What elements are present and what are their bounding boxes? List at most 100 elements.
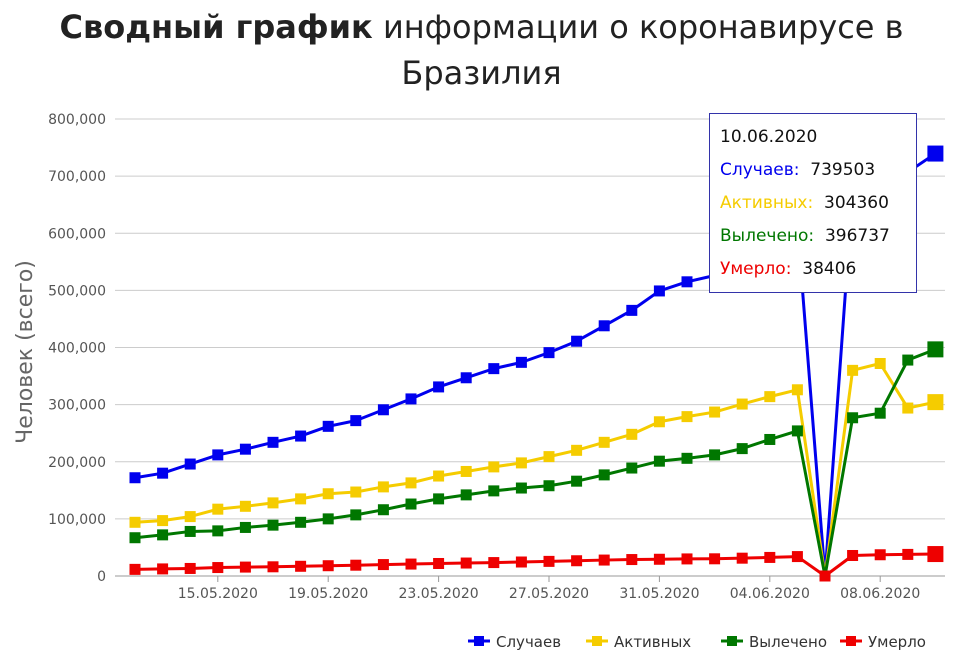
data-point[interactable]: [626, 304, 638, 316]
data-point[interactable]: [129, 516, 141, 528]
data-point[interactable]: [405, 558, 417, 570]
data-point[interactable]: [295, 430, 307, 442]
data-point[interactable]: [295, 493, 307, 505]
data-point[interactable]: [598, 436, 610, 448]
data-point[interactable]: [764, 433, 776, 445]
data-point[interactable]: [736, 443, 748, 455]
data-point[interactable]: [653, 455, 665, 467]
data-point[interactable]: [488, 485, 500, 497]
data-point[interactable]: [736, 398, 748, 410]
data-point[interactable]: [543, 555, 555, 567]
data-point[interactable]: [239, 443, 251, 455]
data-point[interactable]: [350, 415, 362, 427]
data-point[interactable]: [350, 559, 362, 571]
data-point[interactable]: [212, 449, 224, 461]
data-point[interactable]: [681, 452, 693, 464]
data-point[interactable]: [543, 347, 555, 359]
data-point[interactable]: [626, 462, 638, 474]
data-point[interactable]: [433, 493, 445, 505]
data-point[interactable]: [322, 560, 334, 572]
data-point[interactable]: [847, 412, 859, 424]
data-point[interactable]: [184, 562, 196, 574]
data-point[interactable]: [129, 472, 141, 484]
data-point[interactable]: [681, 276, 693, 288]
data-point[interactable]: [571, 335, 583, 347]
data-point[interactable]: [184, 458, 196, 470]
data-point[interactable]: [653, 553, 665, 565]
data-point[interactable]: [433, 470, 445, 482]
data-point[interactable]: [322, 420, 334, 432]
legend-item[interactable]: Случаев: [468, 633, 561, 651]
data-point[interactable]: [927, 546, 944, 563]
data-point[interactable]: [129, 532, 141, 544]
data-point[interactable]: [736, 552, 748, 564]
data-point[interactable]: [350, 486, 362, 498]
data-point[interactable]: [377, 559, 389, 571]
data-point[interactable]: [571, 555, 583, 567]
data-point[interactable]: [377, 404, 389, 416]
data-point[interactable]: [626, 554, 638, 566]
data-point[interactable]: [515, 457, 527, 469]
data-point[interactable]: [157, 529, 169, 541]
data-point[interactable]: [212, 525, 224, 537]
data-point[interactable]: [267, 497, 279, 509]
data-point[interactable]: [350, 509, 362, 521]
data-point[interactable]: [157, 515, 169, 527]
data-point[interactable]: [709, 553, 721, 565]
data-point[interactable]: [157, 563, 169, 575]
data-point[interactable]: [902, 402, 914, 414]
data-point[interactable]: [709, 449, 721, 461]
data-point[interactable]: [847, 549, 859, 561]
data-point[interactable]: [927, 394, 944, 411]
legend-item[interactable]: Активных: [586, 633, 691, 651]
data-point[interactable]: [322, 488, 334, 500]
data-point[interactable]: [433, 381, 445, 393]
data-point[interactable]: [626, 428, 638, 440]
data-point[interactable]: [405, 498, 417, 510]
data-point[interactable]: [598, 554, 610, 566]
data-point[interactable]: [571, 444, 583, 456]
data-point[interactable]: [405, 393, 417, 405]
data-point[interactable]: [543, 480, 555, 492]
data-point[interactable]: [515, 556, 527, 568]
data-point[interactable]: [791, 425, 803, 437]
data-point[interactable]: [433, 557, 445, 569]
data-point[interactable]: [184, 511, 196, 523]
data-point[interactable]: [653, 285, 665, 297]
data-point[interactable]: [184, 525, 196, 537]
data-point[interactable]: [927, 341, 944, 358]
data-point[interactable]: [927, 145, 944, 162]
data-point[interactable]: [267, 519, 279, 531]
data-point[interactable]: [847, 364, 859, 376]
data-point[interactable]: [874, 549, 886, 561]
data-point[interactable]: [212, 503, 224, 515]
data-point[interactable]: [791, 384, 803, 396]
data-point[interactable]: [212, 562, 224, 574]
data-point[interactable]: [267, 436, 279, 448]
data-point[interactable]: [129, 563, 141, 575]
data-point[interactable]: [267, 561, 279, 573]
data-point[interactable]: [239, 561, 251, 573]
data-point[interactable]: [488, 461, 500, 473]
data-point[interactable]: [295, 560, 307, 572]
data-point[interactable]: [874, 407, 886, 419]
data-point[interactable]: [653, 416, 665, 428]
data-point[interactable]: [460, 465, 472, 477]
data-point[interactable]: [681, 553, 693, 565]
data-point[interactable]: [460, 489, 472, 501]
data-point[interactable]: [295, 516, 307, 528]
data-point[interactable]: [819, 570, 831, 582]
data-point[interactable]: [460, 557, 472, 569]
data-point[interactable]: [571, 475, 583, 487]
data-point[interactable]: [515, 356, 527, 368]
data-point[interactable]: [405, 477, 417, 489]
data-point[interactable]: [239, 521, 251, 533]
data-point[interactable]: [488, 557, 500, 569]
data-point[interactable]: [515, 482, 527, 494]
data-point[interactable]: [377, 481, 389, 493]
data-point[interactable]: [764, 551, 776, 563]
data-point[interactable]: [681, 411, 693, 423]
data-point[interactable]: [460, 372, 472, 384]
legend-item[interactable]: Вылечено: [721, 633, 827, 651]
data-point[interactable]: [791, 551, 803, 563]
